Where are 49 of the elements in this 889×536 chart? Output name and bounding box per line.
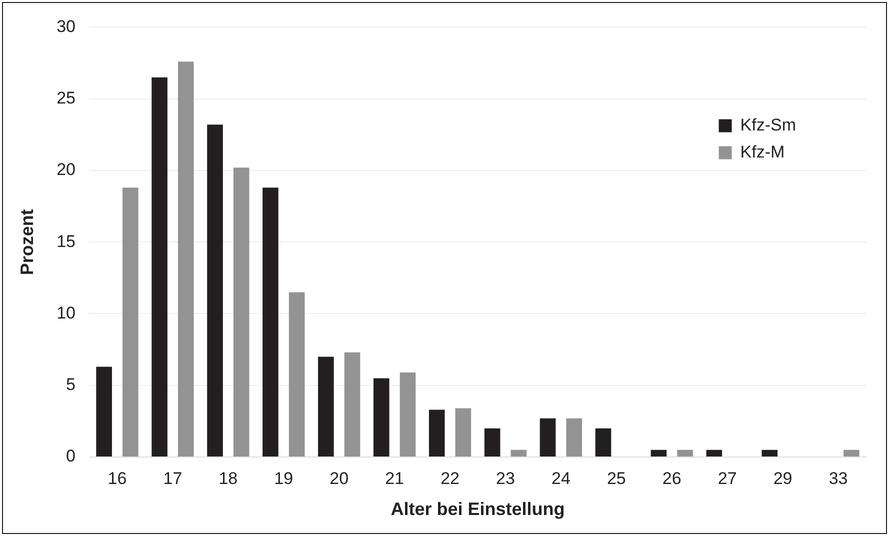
x-tick-label: 29 [773, 468, 792, 488]
bar [706, 450, 722, 456]
bar [373, 378, 390, 456]
y-tick-label: 10 [56, 303, 76, 322]
x-tick-label: 27 [718, 468, 737, 488]
bar [566, 418, 582, 456]
bar [595, 428, 612, 456]
bar [484, 428, 500, 456]
x-tick-label: 18 [218, 468, 238, 488]
bar [233, 168, 250, 456]
bar [96, 366, 112, 456]
bar [844, 450, 860, 456]
y-tick-label: 0 [66, 446, 76, 466]
y-tick-label: 25 [56, 88, 76, 108]
y-tick-label: 30 [56, 16, 76, 36]
bar [178, 62, 194, 456]
x-tick-label: 22 [440, 468, 460, 488]
x-tick-label: 21 [385, 468, 404, 488]
x-tick-label: 25 [606, 468, 626, 488]
bar [455, 408, 472, 456]
legend-label: Kfz-Sm [740, 115, 796, 134]
bar [650, 450, 667, 456]
bar [428, 410, 445, 456]
x-axis-title: Alter bei Einstellung [390, 499, 565, 520]
bar [344, 352, 360, 456]
bar [318, 356, 334, 456]
bar [510, 450, 527, 456]
x-tick-label: 19 [274, 468, 294, 488]
x-tick-label: 23 [496, 468, 515, 488]
legend-label: Kfz-M [740, 142, 785, 162]
y-tick-label: 5 [66, 375, 76, 394]
bar [207, 124, 223, 456]
x-tick-label: 17 [163, 468, 182, 488]
bar [288, 292, 305, 456]
bar [122, 188, 138, 456]
bar [152, 77, 168, 456]
y-tick-label: 20 [56, 160, 76, 180]
x-tick-label: 26 [662, 468, 682, 488]
x-tick-label: 24 [551, 468, 570, 488]
bar [262, 188, 278, 456]
y-axis-title: Prozent [16, 209, 37, 276]
bar [400, 372, 416, 456]
bar [677, 450, 693, 456]
bar [762, 450, 778, 456]
x-tick-label: 20 [330, 468, 349, 488]
x-tick-label: 16 [108, 468, 127, 488]
bar [540, 418, 556, 456]
x-tick-label: 33 [828, 468, 848, 488]
y-tick-label: 15 [56, 232, 76, 251]
